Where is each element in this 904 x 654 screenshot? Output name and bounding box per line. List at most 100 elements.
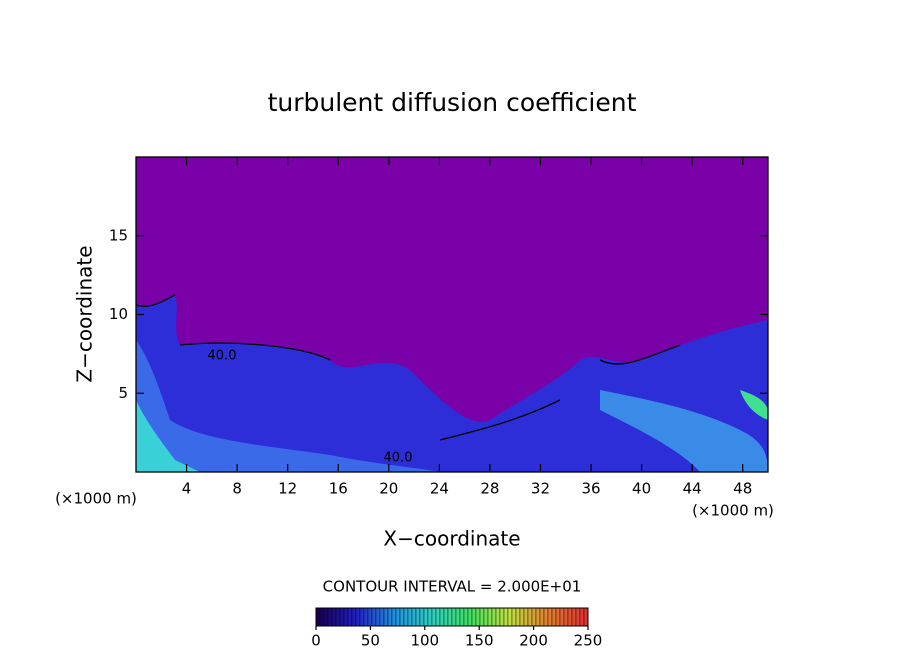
colorbar-cell	[387, 607, 393, 627]
field-region	[136, 340, 440, 472]
x-tick-label: 16	[329, 480, 348, 498]
colorbar-cell	[419, 607, 425, 627]
x-tick-label: 32	[531, 480, 550, 498]
colorbar-tick-label: 150	[465, 632, 494, 650]
colorbar-cell	[423, 607, 429, 627]
colorbar-cell	[535, 607, 541, 627]
colorbar-cell	[371, 607, 377, 627]
colorbar-cell	[427, 607, 433, 627]
colorbar-cell	[527, 607, 533, 627]
x-tick-label: 24	[430, 480, 449, 498]
field-region	[740, 390, 768, 420]
colorbar-cell	[367, 607, 373, 627]
colorbar-cell	[407, 607, 413, 627]
colorbar-cell	[579, 607, 585, 627]
colorbar-cell	[571, 607, 577, 627]
colorbar-cell	[379, 607, 385, 627]
colorbar-tick-label: 100	[410, 632, 439, 650]
colorbar-cell	[399, 607, 405, 627]
colorbar-tick-label: 250	[574, 632, 603, 650]
colorbar-cell	[463, 607, 469, 627]
colorbar-cell	[363, 607, 369, 627]
colorbar-cell	[531, 607, 537, 627]
contour-interval: CONTOUR INTERVAL = 2.000E+01	[323, 578, 582, 596]
colorbar-cell	[451, 607, 457, 627]
colorbar-cell	[347, 607, 353, 627]
x-tick-label: 12	[278, 480, 297, 498]
colorbar-cell	[315, 607, 321, 627]
colorbar-cell	[351, 607, 357, 627]
field	[135, 157, 768, 472]
x-tick-label: 28	[480, 480, 499, 498]
field-region	[600, 390, 768, 472]
colorbar-cell	[491, 607, 497, 627]
colorbar-cell	[559, 607, 565, 627]
colorbar-cell	[539, 607, 545, 627]
colorbar-cell	[495, 607, 501, 627]
colorbar-cell	[583, 607, 589, 627]
field-region	[136, 400, 200, 472]
colorbar-cell	[511, 607, 517, 627]
colorbar-cell	[319, 607, 325, 627]
colorbar-cell	[487, 607, 493, 627]
colorbar-cell	[471, 607, 477, 627]
colorbar-cell	[547, 607, 553, 627]
colorbar-cell	[479, 607, 485, 627]
colorbar-cell	[563, 607, 569, 627]
x-tick-label: 44	[683, 480, 702, 498]
colorbar-cell	[323, 607, 329, 627]
colorbar-cell	[395, 607, 401, 627]
x-unit: (×1000 m)	[692, 502, 774, 520]
colorbar-cell	[507, 607, 513, 627]
colorbar-cell	[359, 607, 365, 627]
colorbar-cell	[523, 607, 529, 627]
y-tick-label: 15	[109, 226, 128, 244]
y-tick-label: 10	[109, 305, 128, 323]
colorbar-cell	[343, 607, 349, 627]
colorbar-cell	[383, 607, 389, 627]
colorbar-cell	[355, 607, 361, 627]
x-tick-label: 20	[379, 480, 398, 498]
colorbar-cell	[455, 607, 461, 627]
colorbar-cell	[503, 607, 509, 627]
x-tick-label: 4	[182, 480, 192, 498]
colorbar-cell	[331, 607, 337, 627]
y-unit: (×1000 m)	[55, 490, 137, 508]
colorbar-cell	[515, 607, 521, 627]
colorbar-tick-label: 200	[519, 632, 548, 650]
colorbar-cell	[459, 607, 465, 627]
contour-label: 40.0	[208, 349, 237, 364]
x-tick-label: 36	[581, 480, 600, 498]
field-region	[136, 295, 768, 472]
colorbar-cell	[575, 607, 581, 627]
colorbar-cell	[411, 607, 417, 627]
colorbar-cell	[543, 607, 549, 627]
colorbar-cell	[555, 607, 561, 627]
chart-title: turbulent diffusion coefficient	[268, 88, 637, 117]
y-axis-label: Z−coordinate	[73, 245, 97, 382]
colorbar-cell	[475, 607, 481, 627]
colorbar-cell	[339, 607, 345, 627]
colorbar-cell	[415, 607, 421, 627]
colorbar-cell	[447, 607, 453, 627]
contour-label: 40.0	[384, 451, 413, 466]
colorbar-cell	[467, 607, 473, 627]
x-tick-label: 8	[232, 480, 242, 498]
colorbar-tick-label: 0	[311, 632, 321, 650]
colorbar-cell	[499, 607, 505, 627]
colorbar-cell	[327, 607, 333, 627]
x-tick-label: 40	[632, 480, 651, 498]
colorbar-cell	[403, 607, 409, 627]
x-axis-label: X−coordinate	[383, 527, 520, 551]
colorbar-frame	[315, 607, 589, 627]
colorbar-cell	[335, 607, 341, 627]
colorbar-cell	[439, 607, 445, 627]
contour-line	[135, 294, 681, 441]
x-tick-label: 48	[733, 480, 752, 498]
y-tick-label: 5	[118, 384, 128, 402]
colorbar-cell	[519, 607, 525, 627]
colorbar-tick-label: 50	[361, 632, 380, 650]
colorbar-cell	[483, 607, 489, 627]
colorbar-cell	[551, 607, 557, 627]
